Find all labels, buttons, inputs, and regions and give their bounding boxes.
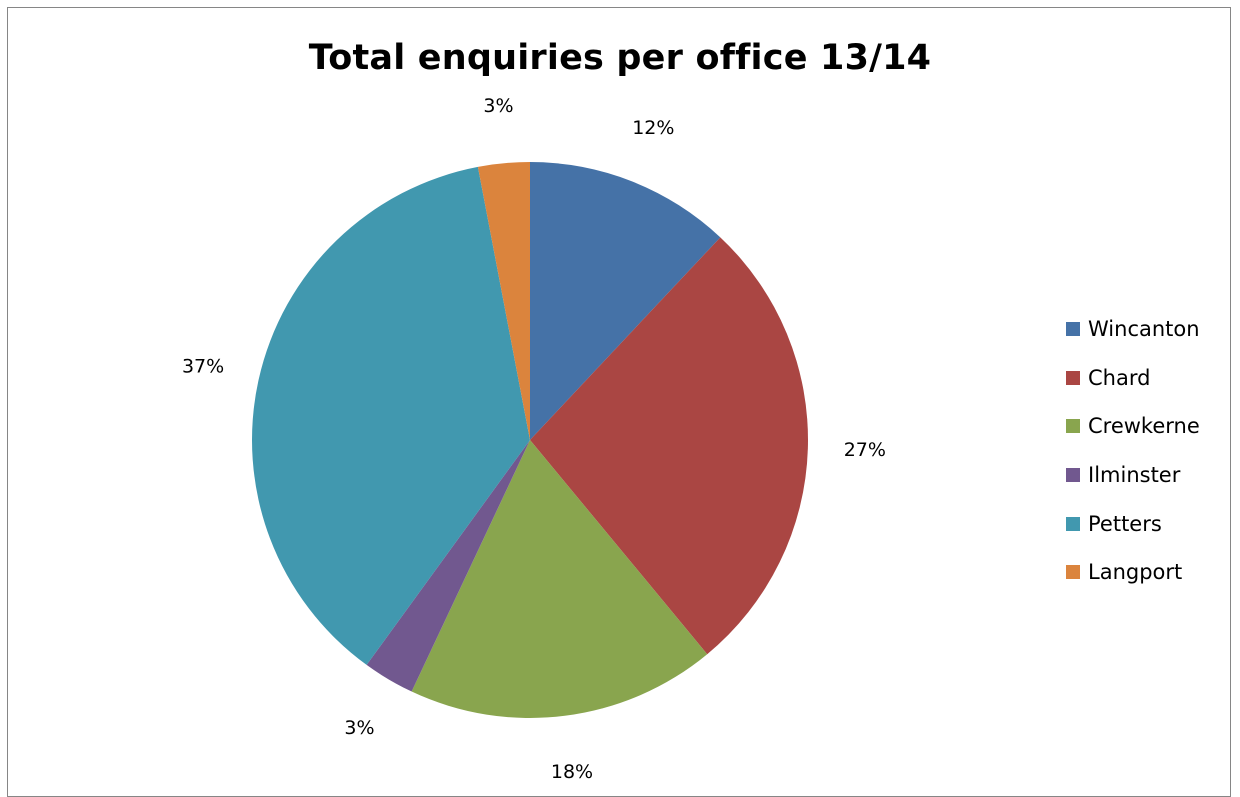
legend-label: Crewkerne xyxy=(1088,414,1200,439)
data-label-ilminster: 3% xyxy=(344,717,374,739)
legend-swatch xyxy=(1066,419,1080,434)
legend-item-wincanton: Wincanton xyxy=(1066,305,1200,354)
pie-slice-chard xyxy=(530,237,808,655)
legend-swatch xyxy=(1066,468,1080,483)
legend-label: Langport xyxy=(1088,560,1183,585)
legend-swatch xyxy=(1066,565,1080,580)
legend: Wincanton Chard Crewkerne Ilminster Petters L… xyxy=(1066,305,1200,597)
pie-slice-langport xyxy=(477,162,530,440)
legend-item-petters: Petters xyxy=(1066,499,1200,548)
data-label-wincanton: 12% xyxy=(632,117,674,139)
legend-item-langport: Langport xyxy=(1066,548,1200,597)
legend-label: Ilminster xyxy=(1088,463,1181,488)
legend-swatch xyxy=(1066,322,1080,337)
legend-swatch xyxy=(1066,370,1080,385)
data-label-petters: 37% xyxy=(182,355,224,377)
legend-label: Wincanton xyxy=(1088,317,1200,342)
data-label-langport: 3% xyxy=(483,95,513,117)
legend-item-crewkerne: Crewkerne xyxy=(1066,402,1200,451)
legend-label: Petters xyxy=(1088,511,1162,536)
chart-title: Total enquiries per office 13/14 xyxy=(308,38,932,78)
data-label-chard: 27% xyxy=(844,439,886,461)
legend-item-ilminster: Ilminster xyxy=(1066,451,1200,500)
pie-slice-wincanton xyxy=(530,162,721,440)
legend-item-chard: Chard xyxy=(1066,354,1200,403)
data-label-crewkerne: 18% xyxy=(551,761,593,783)
legend-swatch xyxy=(1066,516,1080,531)
pie-slice-ilminster xyxy=(366,440,530,692)
legend-label: Chard xyxy=(1088,365,1151,390)
pie-slice-petters xyxy=(252,166,531,665)
pie-slice-crewkerne xyxy=(411,440,708,718)
